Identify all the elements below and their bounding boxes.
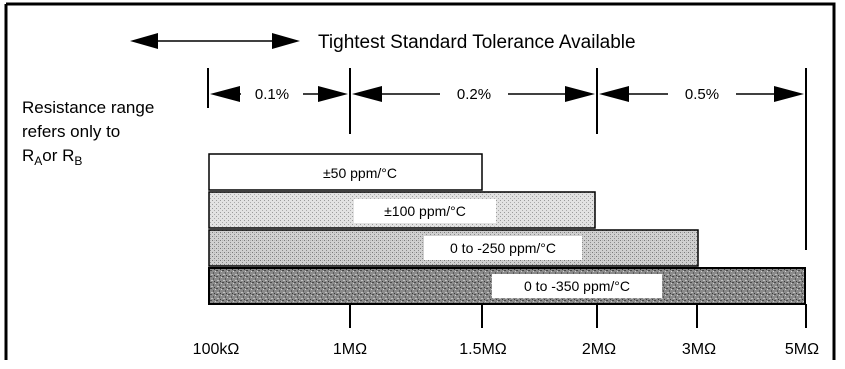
axis-label: 1MΩ bbox=[333, 341, 367, 358]
axis-label: 3MΩ bbox=[682, 341, 716, 358]
tolerance-span-2: 0.2% bbox=[352, 84, 595, 104]
axis-label: 100kΩ bbox=[193, 341, 240, 358]
resistance-note: Resistance range refers only to RAor RB bbox=[22, 96, 154, 168]
ra-symbol: R bbox=[22, 146, 35, 165]
bar-label: 0 to -250 ppm/°C bbox=[450, 240, 556, 256]
note-line-1: Resistance range bbox=[22, 98, 155, 117]
tolerance-span-3: 0.5% bbox=[599, 84, 804, 104]
axis-label: 1.5MΩ bbox=[459, 341, 507, 358]
tolerance-label: 0.2% bbox=[457, 86, 491, 103]
ra-subscript: A bbox=[34, 154, 43, 168]
bar-label: ±100 ppm/°C bbox=[384, 203, 466, 219]
note-line-3: RAor RB bbox=[22, 144, 154, 168]
tolerance-span-1: 0.1% bbox=[210, 84, 348, 104]
header-title: Tightest Standard Tolerance Available bbox=[318, 32, 636, 53]
axis-label: 5MΩ bbox=[785, 341, 819, 358]
range-bar-350ppm: 0 to -350 ppm/°C bbox=[208, 267, 806, 305]
range-bar-100ppm: ±100 ppm/°C bbox=[208, 191, 596, 229]
range-bar-50ppm: ±50 ppm/°C bbox=[208, 153, 483, 191]
note-line-2: refers only to bbox=[22, 122, 121, 141]
tolerance-label: 0.1% bbox=[255, 86, 289, 103]
rb-symbol: R bbox=[62, 146, 75, 165]
frame-top-right bbox=[6, 2, 836, 360]
bar-label: 0 to -350 ppm/°C bbox=[524, 278, 630, 294]
tolerance-label: 0.5% bbox=[685, 86, 719, 103]
or-text: or bbox=[42, 146, 63, 165]
header-double-arrow bbox=[130, 33, 300, 49]
range-bar-250ppm: 0 to -250 ppm/°C bbox=[208, 229, 699, 267]
axis-label: 2MΩ bbox=[582, 341, 616, 358]
bar-label: ±50 ppm/°C bbox=[323, 165, 397, 181]
rb-subscript: B bbox=[74, 154, 83, 168]
